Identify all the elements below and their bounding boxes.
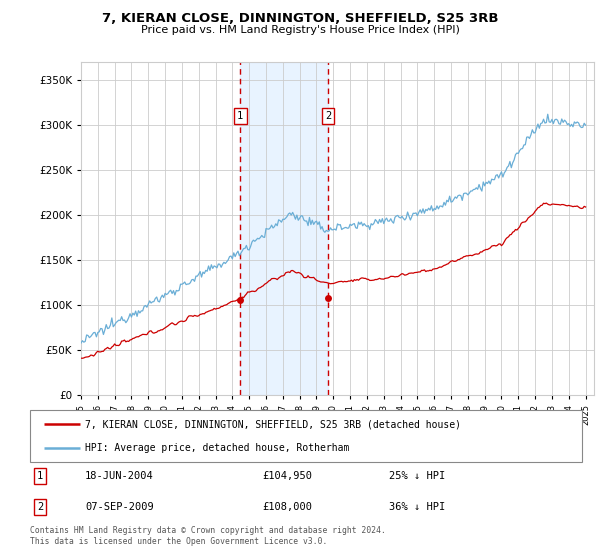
Text: 7, KIERAN CLOSE, DINNINGTON, SHEFFIELD, S25 3RB: 7, KIERAN CLOSE, DINNINGTON, SHEFFIELD, … bbox=[102, 12, 498, 25]
Text: Contains HM Land Registry data © Crown copyright and database right 2024.
This d: Contains HM Land Registry data © Crown c… bbox=[30, 526, 386, 546]
Text: 36% ↓ HPI: 36% ↓ HPI bbox=[389, 502, 445, 512]
Text: 25% ↓ HPI: 25% ↓ HPI bbox=[389, 471, 445, 481]
Text: £104,950: £104,950 bbox=[262, 471, 312, 481]
Text: 18-JUN-2004: 18-JUN-2004 bbox=[85, 471, 154, 481]
Text: 07-SEP-2009: 07-SEP-2009 bbox=[85, 502, 154, 512]
Text: £108,000: £108,000 bbox=[262, 502, 312, 512]
Text: 1: 1 bbox=[237, 111, 244, 120]
Text: Price paid vs. HM Land Registry's House Price Index (HPI): Price paid vs. HM Land Registry's House … bbox=[140, 25, 460, 35]
Text: 2: 2 bbox=[325, 111, 331, 120]
Text: 2: 2 bbox=[37, 502, 43, 512]
Text: HPI: Average price, detached house, Rotherham: HPI: Average price, detached house, Roth… bbox=[85, 443, 350, 453]
Bar bbox=[240, 62, 328, 395]
Text: 1: 1 bbox=[37, 471, 43, 481]
Text: 7, KIERAN CLOSE, DINNINGTON, SHEFFIELD, S25 3RB (detached house): 7, KIERAN CLOSE, DINNINGTON, SHEFFIELD, … bbox=[85, 419, 461, 430]
